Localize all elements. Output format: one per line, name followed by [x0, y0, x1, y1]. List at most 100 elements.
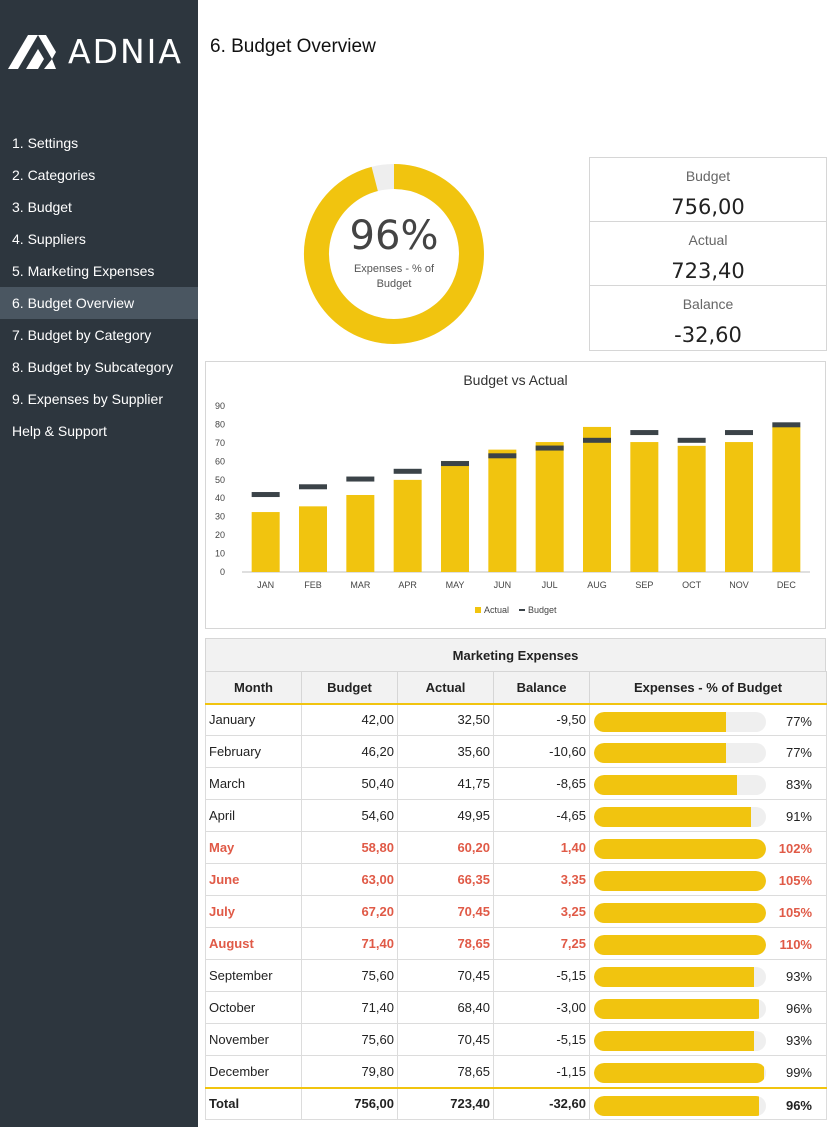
pct-bar-track [594, 807, 766, 827]
pct-bar-fill [594, 871, 766, 891]
pct-bar-track [594, 935, 766, 955]
cell-actual: 49,95 [397, 799, 494, 832]
cell-actual: 66,35 [397, 863, 494, 896]
pct-text: 83% [785, 777, 812, 792]
cell-balance: -3,00 [493, 991, 590, 1024]
pct-bar-fill [594, 743, 727, 763]
cell-pct: 96% [589, 1086, 827, 1120]
pct-bar-track [594, 999, 766, 1019]
cell-actual: 60,20 [397, 831, 494, 864]
pct-bar-track [594, 1031, 766, 1051]
pct-text: 91% [785, 809, 812, 824]
sidebar-item-9[interactable]: Help & Support [12, 423, 107, 439]
cell-actual: 723,40 [397, 1086, 494, 1120]
cell-budget: 67,20 [301, 895, 398, 928]
cell-actual: 32,50 [397, 703, 494, 736]
cell-month: January [205, 703, 302, 736]
cell-balance: 7,25 [493, 927, 590, 960]
cell-pct: 110% [589, 927, 827, 960]
budget-marker [677, 437, 706, 443]
donut-chart: 96% Expenses - % of Budget [303, 163, 485, 345]
budget-marker [535, 445, 564, 451]
pct-text: 93% [785, 1033, 812, 1048]
sidebar-item-0[interactable]: 1. Settings [12, 135, 79, 151]
table-row: April 54,60 49,95 -4,65 91% [205, 799, 827, 832]
actual-bar [441, 460, 469, 572]
sidebar-item-8[interactable]: 9. Expenses by Supplier [12, 391, 163, 407]
pct-bar-track [594, 871, 766, 891]
sidebar-item-6[interactable]: 7. Budget by Category [12, 327, 152, 343]
cell-balance: -5,15 [493, 1023, 590, 1056]
pct-bar-fill [594, 1031, 754, 1051]
table-row: November 75,60 70,45 -5,15 93% [205, 1023, 827, 1056]
pct-bar-fill [594, 775, 737, 795]
cell-month: Total [205, 1086, 302, 1120]
y-tick-label: 50 [215, 475, 225, 485]
actual-bar [346, 494, 375, 572]
cell-budget: 42,00 [301, 703, 398, 736]
chart-canvas: 0 10 20 30 40 50 60 70 80 90 JAN FEB MAR APR MAY JUN JUL… [215, 401, 810, 615]
cell-budget: 79,80 [301, 1055, 398, 1088]
x-tick-label: SEP [635, 580, 653, 590]
cell-month: June [205, 863, 302, 896]
sidebar-item-7[interactable]: 8. Budget by Subcategory [12, 359, 174, 375]
actual-bar [772, 426, 801, 572]
budget-marker [583, 437, 611, 443]
x-tick-label: JUL [542, 580, 558, 590]
cell-actual: 35,60 [397, 735, 494, 768]
logo[interactable]: ADNIA [8, 32, 183, 72]
sidebar-item-2[interactable]: 3. Budget [12, 199, 72, 215]
kpi-actual-label: Actual [688, 232, 728, 248]
donut-ring [303, 164, 484, 344]
cell-budget: 75,60 [301, 959, 398, 992]
kpi-actual: Actual 723,40 [590, 222, 826, 286]
table-row: June 63,00 66,35 3,35 105% [205, 863, 827, 896]
cell-month: October [205, 991, 302, 1024]
pct-text: 102% [778, 841, 812, 856]
sidebar-item-5[interactable]: 6. Budget Overview [0, 287, 198, 319]
x-tick-label: APR [398, 580, 417, 590]
cell-budget: 71,40 [301, 927, 398, 960]
marketing-expenses-table: Marketing Expenses Month Budget Actual B… [205, 638, 827, 1120]
cell-pct: 99% [589, 1055, 827, 1088]
cell-actual: 70,45 [397, 895, 494, 928]
x-tick-label: FEB [304, 580, 322, 590]
budget-marker [393, 468, 422, 474]
kpi-actual-value: 723,40 [671, 259, 745, 283]
table-header-row: Month Budget Actual Balance Expenses - %… [205, 671, 827, 705]
table-row: October 71,40 68,40 -3,00 96% [205, 991, 827, 1024]
y-tick-label: 90 [215, 401, 225, 411]
cell-balance: -4,65 [493, 799, 590, 832]
cell-budget: 46,20 [301, 735, 398, 768]
pct-bar-fill [594, 967, 754, 987]
pct-bar-track [594, 743, 766, 763]
x-tick-label: NOV [729, 580, 749, 590]
sidebar-item-4[interactable]: 5. Marketing Expenses [12, 263, 155, 279]
cell-budget: 54,60 [301, 799, 398, 832]
cell-month: May [205, 831, 302, 864]
cell-month: September [205, 959, 302, 992]
pct-text: 93% [785, 969, 812, 984]
actual-bar [488, 449, 517, 572]
sidebar-item-3[interactable]: 4. Suppliers [12, 231, 86, 247]
y-tick-label: 70 [215, 438, 225, 448]
budget-marker [725, 430, 753, 436]
legend-budget-label: Budget [528, 605, 557, 615]
pct-bar-track [594, 1063, 766, 1083]
y-tick-label: 10 [215, 549, 225, 559]
cell-budget: 71,40 [301, 991, 398, 1024]
actual-bar [535, 442, 564, 572]
legend-actual-swatch [475, 607, 481, 613]
kpi-budget-value: 756,00 [671, 195, 745, 219]
pct-bar-fill [594, 1063, 765, 1083]
header-actual: Actual [397, 671, 494, 705]
table-row: December 79,80 78,65 -1,15 99% [205, 1055, 827, 1088]
table-title: Marketing Expenses [205, 638, 826, 671]
pct-bar-track [594, 967, 766, 987]
pct-text: 105% [778, 873, 812, 888]
cell-pct: 102% [589, 831, 827, 864]
sidebar-item-1[interactable]: 2. Categories [12, 167, 96, 183]
budget-marker [441, 461, 469, 467]
cell-pct: 105% [589, 863, 827, 896]
y-tick-label: 0 [220, 567, 225, 577]
